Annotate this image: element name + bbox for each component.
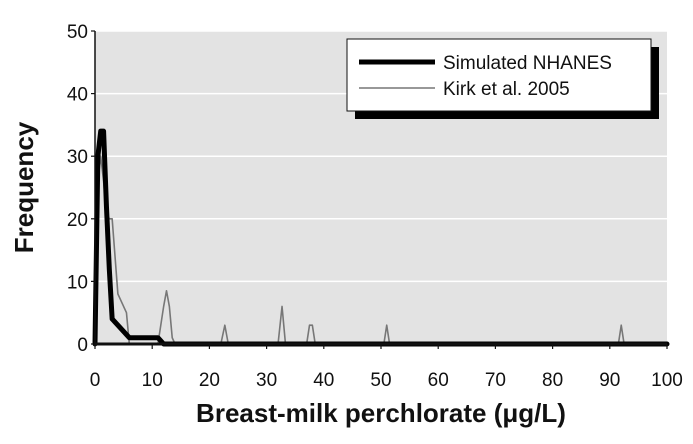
y-tick-label: 0 bbox=[77, 335, 88, 356]
y-tick-label: 30 bbox=[67, 147, 88, 168]
x-axis-title: Breast-milk perchlorate (μg/L) bbox=[196, 398, 566, 428]
x-tick-label: 40 bbox=[313, 370, 334, 391]
x-tick-label: 80 bbox=[542, 370, 563, 391]
x-tick-label: 70 bbox=[485, 370, 506, 391]
legend: Simulated NHANES Kirk et al. 2005 bbox=[346, 38, 659, 119]
x-tick-label: 50 bbox=[370, 370, 391, 391]
x-tick-label: 60 bbox=[428, 370, 449, 391]
legend-label-simulated-nhanes: Simulated NHANES bbox=[443, 53, 612, 74]
x-tick-label: 90 bbox=[599, 370, 620, 391]
x-tick-label: 0 bbox=[90, 370, 101, 391]
y-tick-label: 40 bbox=[67, 85, 88, 106]
y-axis-title: Frequency bbox=[9, 121, 39, 253]
x-tick-label: 100 bbox=[651, 370, 683, 391]
y-tick-label: 20 bbox=[67, 210, 88, 231]
x-tick-label: 10 bbox=[142, 370, 163, 391]
legend-label-kirk-2005: Kirk et al. 2005 bbox=[443, 79, 570, 100]
y-tick-label: 10 bbox=[67, 272, 88, 293]
tick-labels: 0 10 20 30 40 50 0 10 20 30 40 50 60 70 80 90 100 bbox=[67, 22, 683, 391]
y-tick-label: 50 bbox=[67, 22, 88, 43]
x-tick-label: 30 bbox=[256, 370, 277, 391]
legend-box bbox=[346, 38, 652, 112]
x-tick-label: 20 bbox=[199, 370, 220, 391]
